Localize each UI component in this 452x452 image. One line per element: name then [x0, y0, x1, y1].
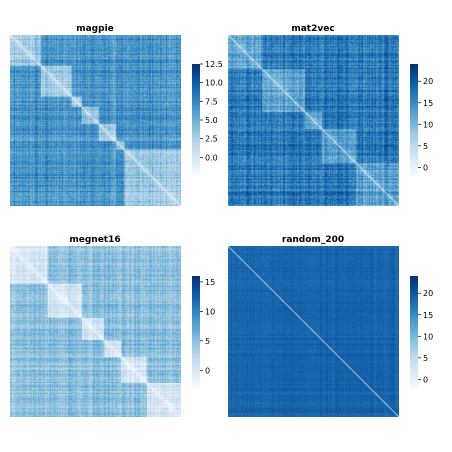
colorbar-tick-label: 0 — [423, 375, 428, 384]
panel-magpie: magpie 0.0 2.5 5.0 7.5 10.0 12.5 — [10, 24, 223, 206]
colorbar-tick-label: 15 — [423, 311, 433, 320]
colorbar-gradient — [410, 276, 418, 388]
colorbar-tick-label: 12.5 — [205, 60, 223, 69]
panel-mat2vec: mat2vec 0 5 10 15 20 — [228, 24, 433, 206]
panel-title: random_200 — [282, 235, 344, 245]
colorbar-tick-label: 10 — [423, 332, 433, 341]
colorbar-tick-label: 0 — [423, 163, 428, 172]
colorbar-tick-label: 15 — [205, 278, 215, 287]
heatmap-matrix — [228, 246, 399, 417]
colorbar-tick-label: 15 — [423, 99, 433, 108]
colorbar-tick-label: 7.5 — [205, 97, 218, 106]
colorbar-tick-label: 20 — [423, 289, 433, 298]
colorbar-tick-label: 5 — [205, 337, 210, 346]
heatmap-matrix — [10, 246, 181, 417]
colorbar-gradient — [410, 64, 418, 176]
panel-title: mat2vec — [291, 24, 334, 34]
colorbar: 0.0 2.5 5.0 7.5 10.0 12.5 — [192, 60, 223, 176]
colorbar-ticks: 0 5 10 15 20 — [418, 77, 433, 172]
panel-random-200: random_200 0 5 10 15 20 — [228, 235, 433, 417]
colorbar-ticks: 0 5 10 15 20 — [418, 289, 433, 384]
colorbar: 0 5 10 15 — [192, 276, 215, 388]
colorbar-tick-label: 5 — [423, 142, 428, 151]
colorbar-tick-label: 10.0 — [205, 79, 223, 88]
colorbar-tick-label: 2.5 — [205, 135, 218, 144]
panel-megnet16: megnet16 0 5 10 15 — [10, 235, 215, 417]
colorbar-gradient — [192, 276, 200, 388]
colorbar: 0 5 10 15 20 — [410, 64, 433, 176]
colorbar-gradient — [192, 64, 200, 176]
colorbar-tick-label: 5 — [423, 354, 428, 363]
heatmap-matrix — [228, 35, 399, 206]
colorbar-tick-label: 0 — [205, 366, 210, 375]
colorbar: 0 5 10 15 20 — [410, 276, 433, 388]
heatmap-matrix — [10, 35, 181, 206]
colorbar-ticks: 0.0 2.5 5.0 7.5 10.0 12.5 — [200, 60, 223, 162]
colorbar-tick-label: 20 — [423, 77, 433, 86]
panel-title: magpie — [76, 24, 114, 34]
colorbar-tick-label: 10 — [423, 120, 433, 129]
colorbar-tick-label: 0.0 — [205, 153, 218, 162]
panel-title: megnet16 — [69, 235, 120, 245]
colorbar-tick-label: 10 — [205, 307, 215, 316]
colorbar-tick-label: 5.0 — [205, 116, 218, 125]
colorbar-ticks: 0 5 10 15 — [200, 278, 215, 375]
